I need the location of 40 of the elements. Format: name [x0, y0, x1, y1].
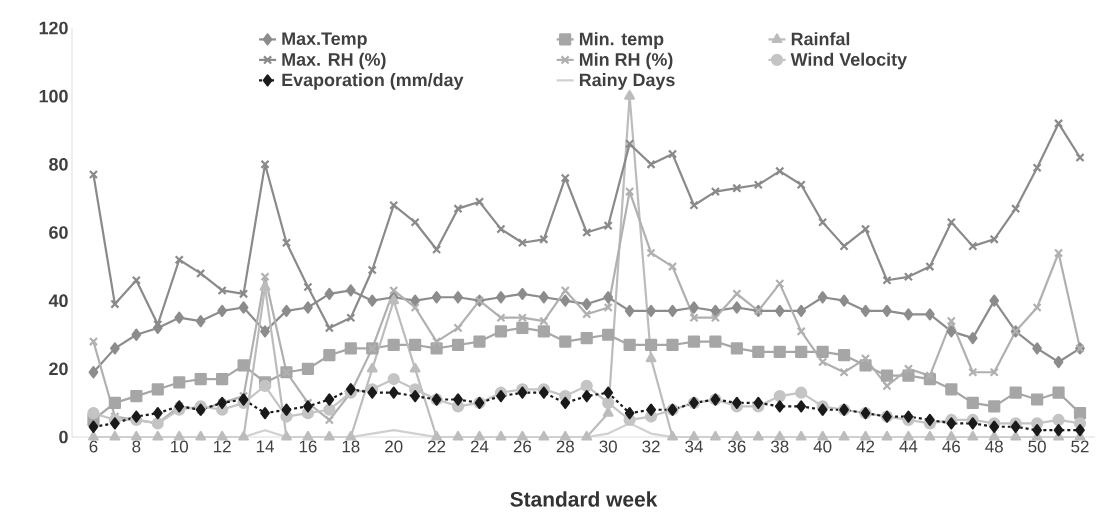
legend-label: Rainfal	[791, 32, 850, 46]
x-tick-label: 36	[728, 440, 746, 453]
x-tick-label: 22	[428, 440, 446, 453]
x-tick-label: 42	[856, 440, 875, 453]
x-tick-label: 50	[1028, 440, 1046, 453]
legend-label: Min RH (%)	[579, 52, 673, 70]
y-tick-label: 40	[48, 294, 68, 308]
legend-label: Max.Temp	[282, 32, 367, 49]
y-tick-label: 80	[49, 157, 68, 171]
x-tick-label: 32	[642, 440, 660, 453]
x-tick-label: 14	[256, 440, 274, 453]
x-tick-label: 46	[942, 440, 960, 453]
x-tick-label: 8	[132, 440, 141, 453]
legend-label: Min. temp	[579, 32, 664, 49]
x-tick-label: 28	[556, 440, 574, 453]
x-tick-label: 44	[899, 440, 918, 453]
x-tick-label: 10	[171, 440, 188, 453]
y-tick-label: 60	[49, 226, 68, 239]
x-tick-label: 18	[342, 440, 360, 453]
x-tick-label: 26	[513, 440, 532, 453]
x-tick-label: 34	[685, 440, 703, 453]
y-tick-label: 100	[39, 89, 68, 103]
x-tick-label: 12	[214, 440, 231, 453]
y-tick-label: 20	[49, 362, 68, 376]
x-tick-label: 20	[385, 440, 403, 453]
x-tick-label: 16	[299, 440, 317, 453]
legend-label: Rainy Days	[579, 73, 675, 90]
x-axis-title: Standard week	[510, 491, 658, 507]
x-tick-label: 40	[813, 440, 832, 453]
x-tick-label: 24	[470, 440, 489, 453]
y-tick-label: 120	[39, 21, 68, 35]
x-tick-label: 48	[985, 440, 1003, 453]
legend-label: Max. RH (%)	[282, 52, 386, 70]
x-tick-label: 38	[770, 440, 789, 453]
y-tick-label: 0	[59, 430, 68, 444]
x-tick-label: 6	[89, 440, 98, 453]
x-tick-label: 52	[1071, 440, 1089, 453]
legend-label: Evaporation (mm/day	[282, 73, 464, 90]
x-tick-label: 30	[599, 440, 617, 453]
legend-label: Wind Velocity	[790, 52, 907, 70]
